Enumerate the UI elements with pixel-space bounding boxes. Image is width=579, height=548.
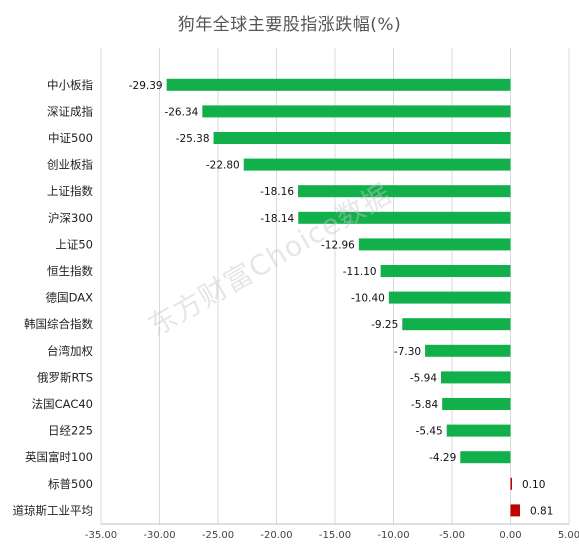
value-label: -4.29: [429, 452, 456, 464]
category-label: 英国富时100: [25, 450, 93, 464]
bar: [441, 371, 511, 384]
bar: [358, 238, 511, 251]
value-label: -12.96: [321, 239, 355, 251]
value-label: -5.84: [411, 399, 438, 411]
x-tick-label: -20.00: [260, 530, 292, 541]
bar: [243, 158, 511, 171]
bar: [298, 211, 511, 224]
x-tick-label: -35.00: [85, 530, 117, 541]
chart-title: 狗年全球主要股指涨跌幅(%): [177, 15, 402, 35]
grid-lines: [100, 48, 570, 524]
value-label: -11.10: [343, 266, 377, 278]
x-tick-label: -25.00: [202, 530, 234, 541]
value-label: -26.34: [164, 106, 198, 118]
value-label: -22.80: [206, 160, 240, 172]
bar: [298, 185, 511, 198]
bar: [213, 132, 511, 144]
category-label: 上证50: [55, 237, 93, 251]
category-label: 恒生指数: [47, 264, 93, 278]
bar: [510, 477, 512, 490]
category-label: 德国DAX: [46, 291, 94, 305]
category-label: 创业板指: [47, 158, 93, 172]
x-tick-label: 5.00: [558, 530, 579, 541]
value-label: -7.30: [394, 346, 421, 358]
bar: [388, 291, 511, 304]
bar: [446, 424, 511, 437]
bar: [402, 318, 511, 331]
labels: 中小板指 -29.39 深证成指 -26.34 中证500 -25.38 创业板指 -22.8…: [13, 78, 554, 518]
x-tick-label: 0.00: [499, 530, 521, 541]
value-label: -9.25: [371, 319, 398, 331]
value-label: -18.16: [260, 186, 294, 198]
category-label: 沪深300: [48, 211, 93, 225]
value-label: 0.81: [530, 505, 553, 517]
bar: [380, 265, 511, 277]
x-tick-label: -10.00: [377, 530, 409, 541]
value-label: -5.45: [416, 426, 443, 438]
x-tick-label: -30.00: [143, 530, 175, 541]
category-label: 标普500: [48, 477, 93, 491]
category-label: 台湾加权: [47, 344, 93, 358]
value-label: 0.10: [522, 479, 545, 491]
category-label: 日经225: [48, 424, 93, 438]
category-label: 中证500: [48, 131, 93, 145]
x-tick-label: -15.00: [319, 530, 351, 541]
value-label: -18.14: [260, 213, 294, 225]
bar: [425, 344, 511, 357]
category-label: 俄罗斯RTS: [37, 370, 93, 384]
category-label: 道琼斯工业平均: [13, 503, 94, 517]
category-label: 韩国综合指数: [24, 317, 93, 331]
bar: [460, 451, 511, 464]
bar: [442, 398, 511, 410]
bar: [202, 105, 511, 118]
category-label: 上证指数: [47, 184, 93, 198]
category-label: 深证成指: [47, 104, 93, 118]
axes: -35.00 -30.00 -25.00 -20.00 -15.00 -10.00 -5.0…: [85, 523, 579, 541]
value-label: -5.94: [410, 372, 437, 384]
bar: [510, 504, 520, 517]
value-label: -10.40: [351, 293, 385, 305]
bars: [166, 78, 520, 517]
category-label: 中小板指: [47, 78, 93, 92]
value-label: -29.39: [129, 80, 163, 92]
x-tick-label: -5.00: [439, 530, 465, 541]
bar: [166, 78, 511, 91]
category-label: 法国CAC40: [32, 397, 93, 411]
value-label: -25.38: [176, 133, 210, 145]
